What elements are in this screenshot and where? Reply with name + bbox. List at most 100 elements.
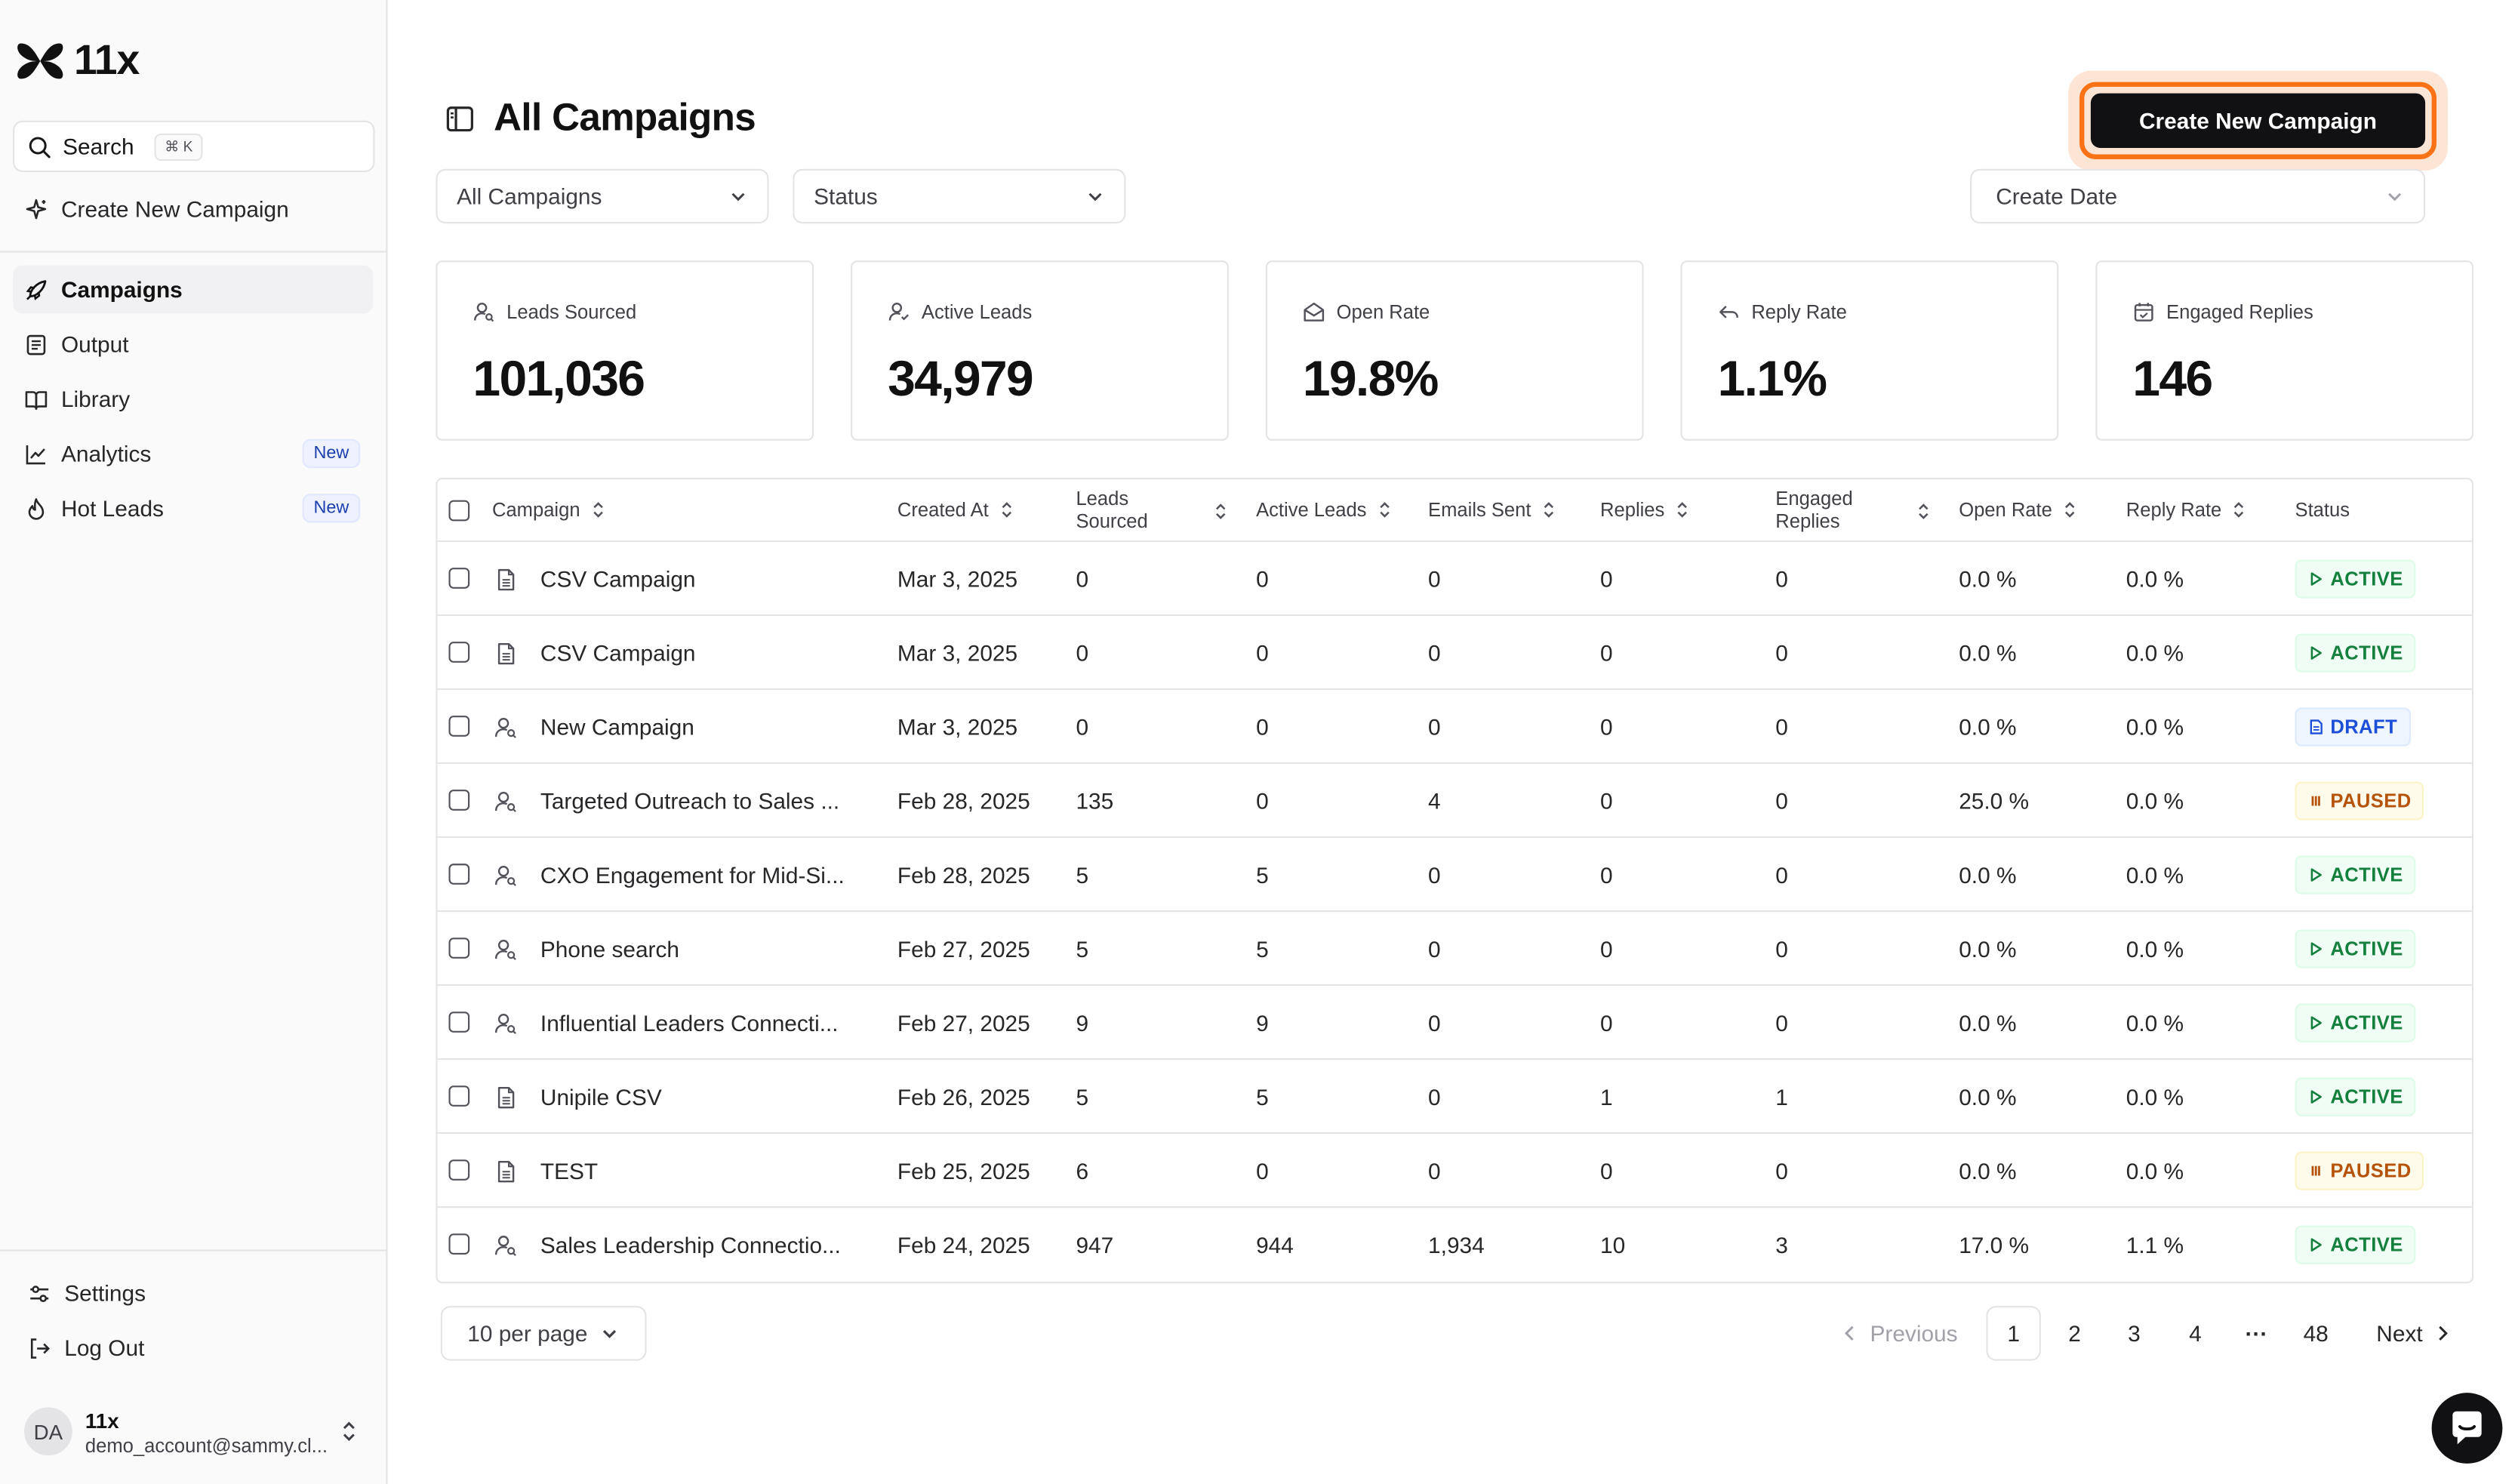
column-header-label: Emails Sent [1428,498,1531,522]
table-row[interactable]: Phone search Feb 27, 2025 5 5 0 0 0 0.0 % 0.0 % A… [437,910,2472,984]
cell-active: 0 [1256,788,1269,814]
campaign-name[interactable]: CSV Campaign [540,566,696,593]
per-page-select[interactable]: 10 per page [440,1306,647,1361]
campaign-name[interactable]: TEST [540,1158,599,1184]
cell-leads: 0 [1076,566,1089,593]
document-list-icon [26,334,46,355]
column-header-replies[interactable]: Replies [1600,499,1690,521]
sidebar-item-hot-leads[interactable]: Hot Leads New [13,484,373,532]
campaign-name[interactable]: CSV Campaign [540,640,696,667]
stat-label: Leads Sourced [473,300,636,323]
cell-reply: 0.0 % [2126,1158,2184,1184]
sidebar-toggle-icon[interactable] [445,104,474,133]
cell-engaged: 1 [1775,1084,1788,1110]
search-shortcut: ⌘ K [155,132,203,161]
column-header-active-leads[interactable]: Active Leads [1256,499,1393,521]
table-row[interactable]: Unipile CSV Feb 26, 2025 5 5 0 1 1 0.0 % 0.0 % AC… [437,1058,2472,1132]
campaign-filter-select[interactable]: All Campaigns [436,168,769,224]
cell-engaged: 0 [1775,1158,1788,1184]
sidebar-item-label: Output [60,331,129,358]
campaign-name[interactable]: New Campaign [540,714,694,740]
cta-highlight-border [2079,82,2437,159]
cell-open: 0.0 % [1959,714,2017,740]
search-input[interactable]: Search ⌘ K [13,120,375,172]
cell-created: Feb 26, 2025 [897,1084,1030,1110]
chart-line-icon [26,444,45,464]
table-row[interactable]: New Campaign Mar 3, 2025 0 0 0 0 0 0.0 % 0.0 % DR… [437,688,2472,762]
campaign-name[interactable]: Unipile CSV [540,1084,662,1110]
sidebar-create-campaign[interactable]: Create New Campaign [13,185,373,233]
sidebar-item-library[interactable]: Library [13,374,373,423]
cell-leads: 0 [1076,640,1089,667]
cell-created: Feb 27, 2025 [897,1010,1030,1036]
row-checkbox[interactable] [448,568,470,589]
cell-leads: 5 [1076,936,1089,962]
row-checkbox[interactable] [448,790,470,811]
table-row[interactable]: Influential Leaders Connecti... Feb 27, 2… [437,984,2472,1058]
select-all-checkbox[interactable] [448,500,470,522]
create-date-select[interactable]: Create Date [1970,168,2426,224]
status-label: ACTIVE [2330,1011,2403,1035]
campaign-name[interactable]: Influential Leaders Connecti... [540,1010,839,1036]
table-row[interactable]: Targeted Outreach to Sales ... Feb 28, 20… [437,762,2472,836]
cell-reply: 0.0 % [2126,1010,2184,1036]
table-row[interactable]: TEST Feb 25, 2025 6 0 0 0 0 0.0 % 0.0 % PAUSED [437,1132,2472,1206]
page-button-1[interactable]: 1 [1986,1306,2041,1361]
table-row[interactable]: CXO Engagement for Mid-Si... Feb 28, 2025… [437,836,2472,910]
row-checkbox[interactable] [448,1159,470,1181]
avatar[interactable]: DA [23,1407,72,1456]
column-header-open-rate[interactable]: Open Rate [1959,499,2078,521]
column-header-line: Leads [1076,487,1129,510]
sidebar-item-logout[interactable]: Log Out [13,1324,373,1372]
row-checkbox[interactable] [448,716,470,737]
status-badge: DRAFT [2295,707,2411,747]
next-label: Next [2376,1320,2423,1347]
row-checkbox[interactable] [448,1011,470,1033]
column-header-reply-rate[interactable]: Reply Rate [2126,499,2248,521]
campaigns-table: Campaign Created At Leads Sourced Active… [436,477,2474,1284]
table-row[interactable]: CSV Campaign Mar 3, 2025 0 0 0 0 0 0.0 % 0.0 % AC… [437,540,2472,614]
column-header-emails-sent[interactable]: Emails Sent [1428,498,1557,522]
create-campaign-button[interactable]: Create New Campaign [2090,93,2426,149]
sidebar-item-settings[interactable]: Settings [13,1269,373,1317]
reply-icon [1719,306,1738,319]
column-header-campaign[interactable]: Campaign [492,499,606,521]
column-header-label: Leads Sourced [1076,488,1147,533]
row-checkbox[interactable] [448,938,470,959]
page-button-3[interactable]: 3 [2128,1320,2141,1347]
status-filter-select[interactable]: Status [793,168,1126,224]
sparkle-icon [26,198,47,219]
table-row[interactable]: CSV Campaign Mar 3, 2025 0 0 0 0 0 0.0 % 0.0 % AC… [437,614,2472,688]
campaign-name[interactable]: Sales Leadership Connectio... [540,1232,841,1258]
play-icon [2310,868,2322,882]
cell-replies: 0 [1600,714,1613,740]
cell-engaged: 0 [1775,862,1788,888]
previous-page-button[interactable]: Previous [1835,1306,1963,1360]
sidebar-item-campaigns[interactable]: Campaigns [13,265,374,314]
column-header-engaged-replies[interactable]: Engaged Replies [1775,488,1936,532]
campaign-name[interactable]: Phone search [540,936,680,962]
campaign-name[interactable]: CXO Engagement for Mid-Si... [540,862,845,888]
chat-support-button[interactable] [2431,1393,2503,1464]
page-button-2[interactable]: 2 [2068,1320,2081,1347]
row-checkbox[interactable] [448,864,470,885]
campaign-name[interactable]: Targeted Outreach to Sales ... [540,788,840,814]
cell-replies: 1 [1600,1084,1613,1110]
page-button-4[interactable]: 4 [2189,1320,2202,1347]
column-header-created-at[interactable]: Created At [897,499,1014,521]
per-page-value: 10 per page [467,1320,588,1347]
row-checkbox[interactable] [448,1085,470,1107]
sidebar-item-analytics[interactable]: Analytics New [13,429,373,478]
next-page-button[interactable]: Next [2366,1306,2462,1360]
sidebar-item-output[interactable]: Output [13,320,373,368]
app-logo[interactable]: 11x [16,35,140,85]
chevron-up-down-icon[interactable] [337,1418,360,1444]
cell-sent: 0 [1428,1158,1441,1184]
stat-value: 1.1% [1717,350,1827,408]
page-button-last[interactable]: 48 [2303,1320,2329,1347]
row-checkbox[interactable] [448,642,470,663]
flame-icon [28,497,45,519]
row-checkbox[interactable] [448,1233,470,1255]
table-row[interactable]: Sales Leadership Connectio... Feb 24, 202… [437,1206,2472,1280]
column-header-leads-sourced[interactable]: Leads Sourced [1076,488,1236,533]
